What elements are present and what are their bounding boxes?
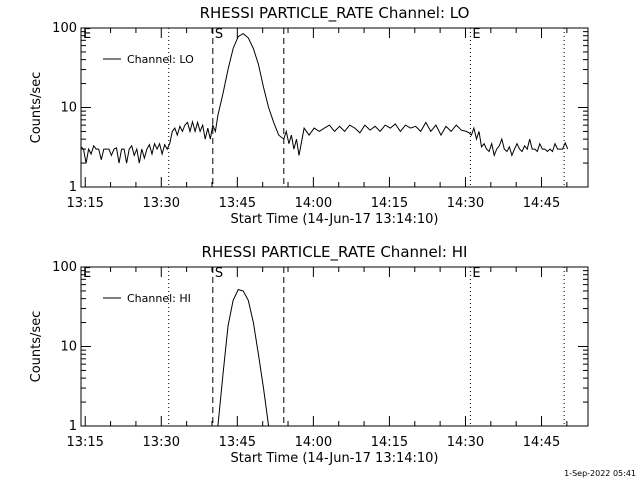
x-tick-label: 14:00 [295,196,332,211]
marker-label: S [215,27,223,42]
x-tick-label: 14:15 [371,196,408,211]
x-tick-label: 14:45 [523,196,560,211]
chart-panel-hi: RHESSI PARTICLE_RATE Channel: HI 1 10 100 13… [29,243,589,466]
x-tick-label: 14:30 [447,196,484,211]
chart-panel-lo: RHESSI PARTICLE_RATE Channel: LO 1 10 100 13… [29,4,589,227]
legend-label: Channel: HI [127,292,191,305]
y-tick-label: 10 [60,101,77,116]
x-tick-label: 13:30 [143,435,180,450]
x-tick-label: 13:15 [66,435,103,450]
series-line-0 [217,289,270,427]
y-tick-label: 100 [52,260,77,275]
marker-label: E [472,266,480,281]
x-tick-label: 14:15 [371,435,408,450]
x-axis-label: Start Time (14-Jun-17 13:14:10) [231,212,439,227]
marker-label: E [83,266,91,281]
y-axis-label: Counts/sec [29,72,44,144]
y-tick-label: 1 [69,180,77,195]
marker-label: E [472,27,480,42]
marker-label: S [215,266,223,281]
x-tick-label: 13:30 [143,196,180,211]
y-tick-label: 100 [52,21,77,36]
chart-title: RHESSI PARTICLE_RATE Channel: HI [202,243,468,262]
marker-label: E [83,27,91,42]
x-tick-label: 14:30 [447,435,484,450]
y-tick-label: 10 [60,340,77,355]
timestamp: 1-Sep-2022 05:41 [564,469,636,478]
plot-frame [80,27,589,188]
plot-frame [80,266,589,427]
x-tick-label: 13:45 [219,435,256,450]
chart-title: RHESSI PARTICLE_RATE Channel: LO [200,4,470,23]
y-axis-label: Counts/sec [29,311,44,383]
series-line-0 [80,32,569,164]
x-tick-label: 13:15 [66,196,103,211]
legend-label: Channel: LO [127,53,194,66]
x-tick-label: 13:45 [219,196,256,211]
y-tick-label: 1 [69,419,77,434]
x-tick-label: 14:00 [295,435,332,450]
x-axis-label: Start Time (14-Jun-17 13:14:10) [231,451,439,466]
x-tick-label: 14:45 [523,435,560,450]
